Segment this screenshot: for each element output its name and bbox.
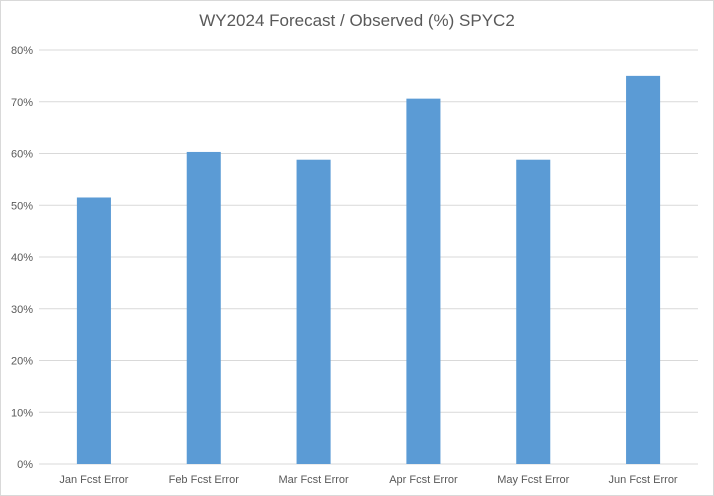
x-tick-label: Jan Fcst Error — [59, 474, 128, 486]
bar-6 — [626, 75, 661, 464]
bar-4 — [406, 98, 441, 465]
bars — [76, 75, 661, 465]
bar-1 — [76, 197, 111, 465]
chart-title: WY2024 Forecast / Observed (%) SPYC2 — [199, 11, 515, 30]
y-tick-label: 10% — [11, 407, 33, 419]
x-tick-label: Mar Fcst Error — [278, 474, 349, 486]
x-tick-label: Feb Fcst Error — [169, 474, 240, 486]
y-tick-label: 20% — [11, 356, 33, 368]
bar-2 — [186, 151, 221, 464]
y-axis-ticks: 0% 10% 20% 30% 40% 50% 60% 70% 80% — [11, 45, 33, 471]
x-tick-label: Jun Fcst Error — [609, 474, 678, 486]
y-tick-label: 80% — [11, 45, 33, 57]
bar-3 — [296, 159, 331, 464]
gridlines — [39, 49, 698, 465]
y-tick-label: 50% — [11, 200, 33, 212]
y-tick-label: 30% — [11, 304, 33, 316]
x-tick-label: May Fcst Error — [497, 474, 569, 486]
y-tick-label: 40% — [11, 252, 33, 264]
y-tick-label: 60% — [11, 149, 33, 161]
y-tick-label: 0% — [17, 459, 33, 471]
bar-5 — [516, 159, 551, 464]
y-tick-label: 70% — [11, 97, 33, 109]
x-tick-label: Apr Fcst Error — [389, 474, 458, 486]
x-axis-ticks: Jan Fcst Error Feb Fcst Error Mar Fcst Err… — [59, 474, 678, 486]
